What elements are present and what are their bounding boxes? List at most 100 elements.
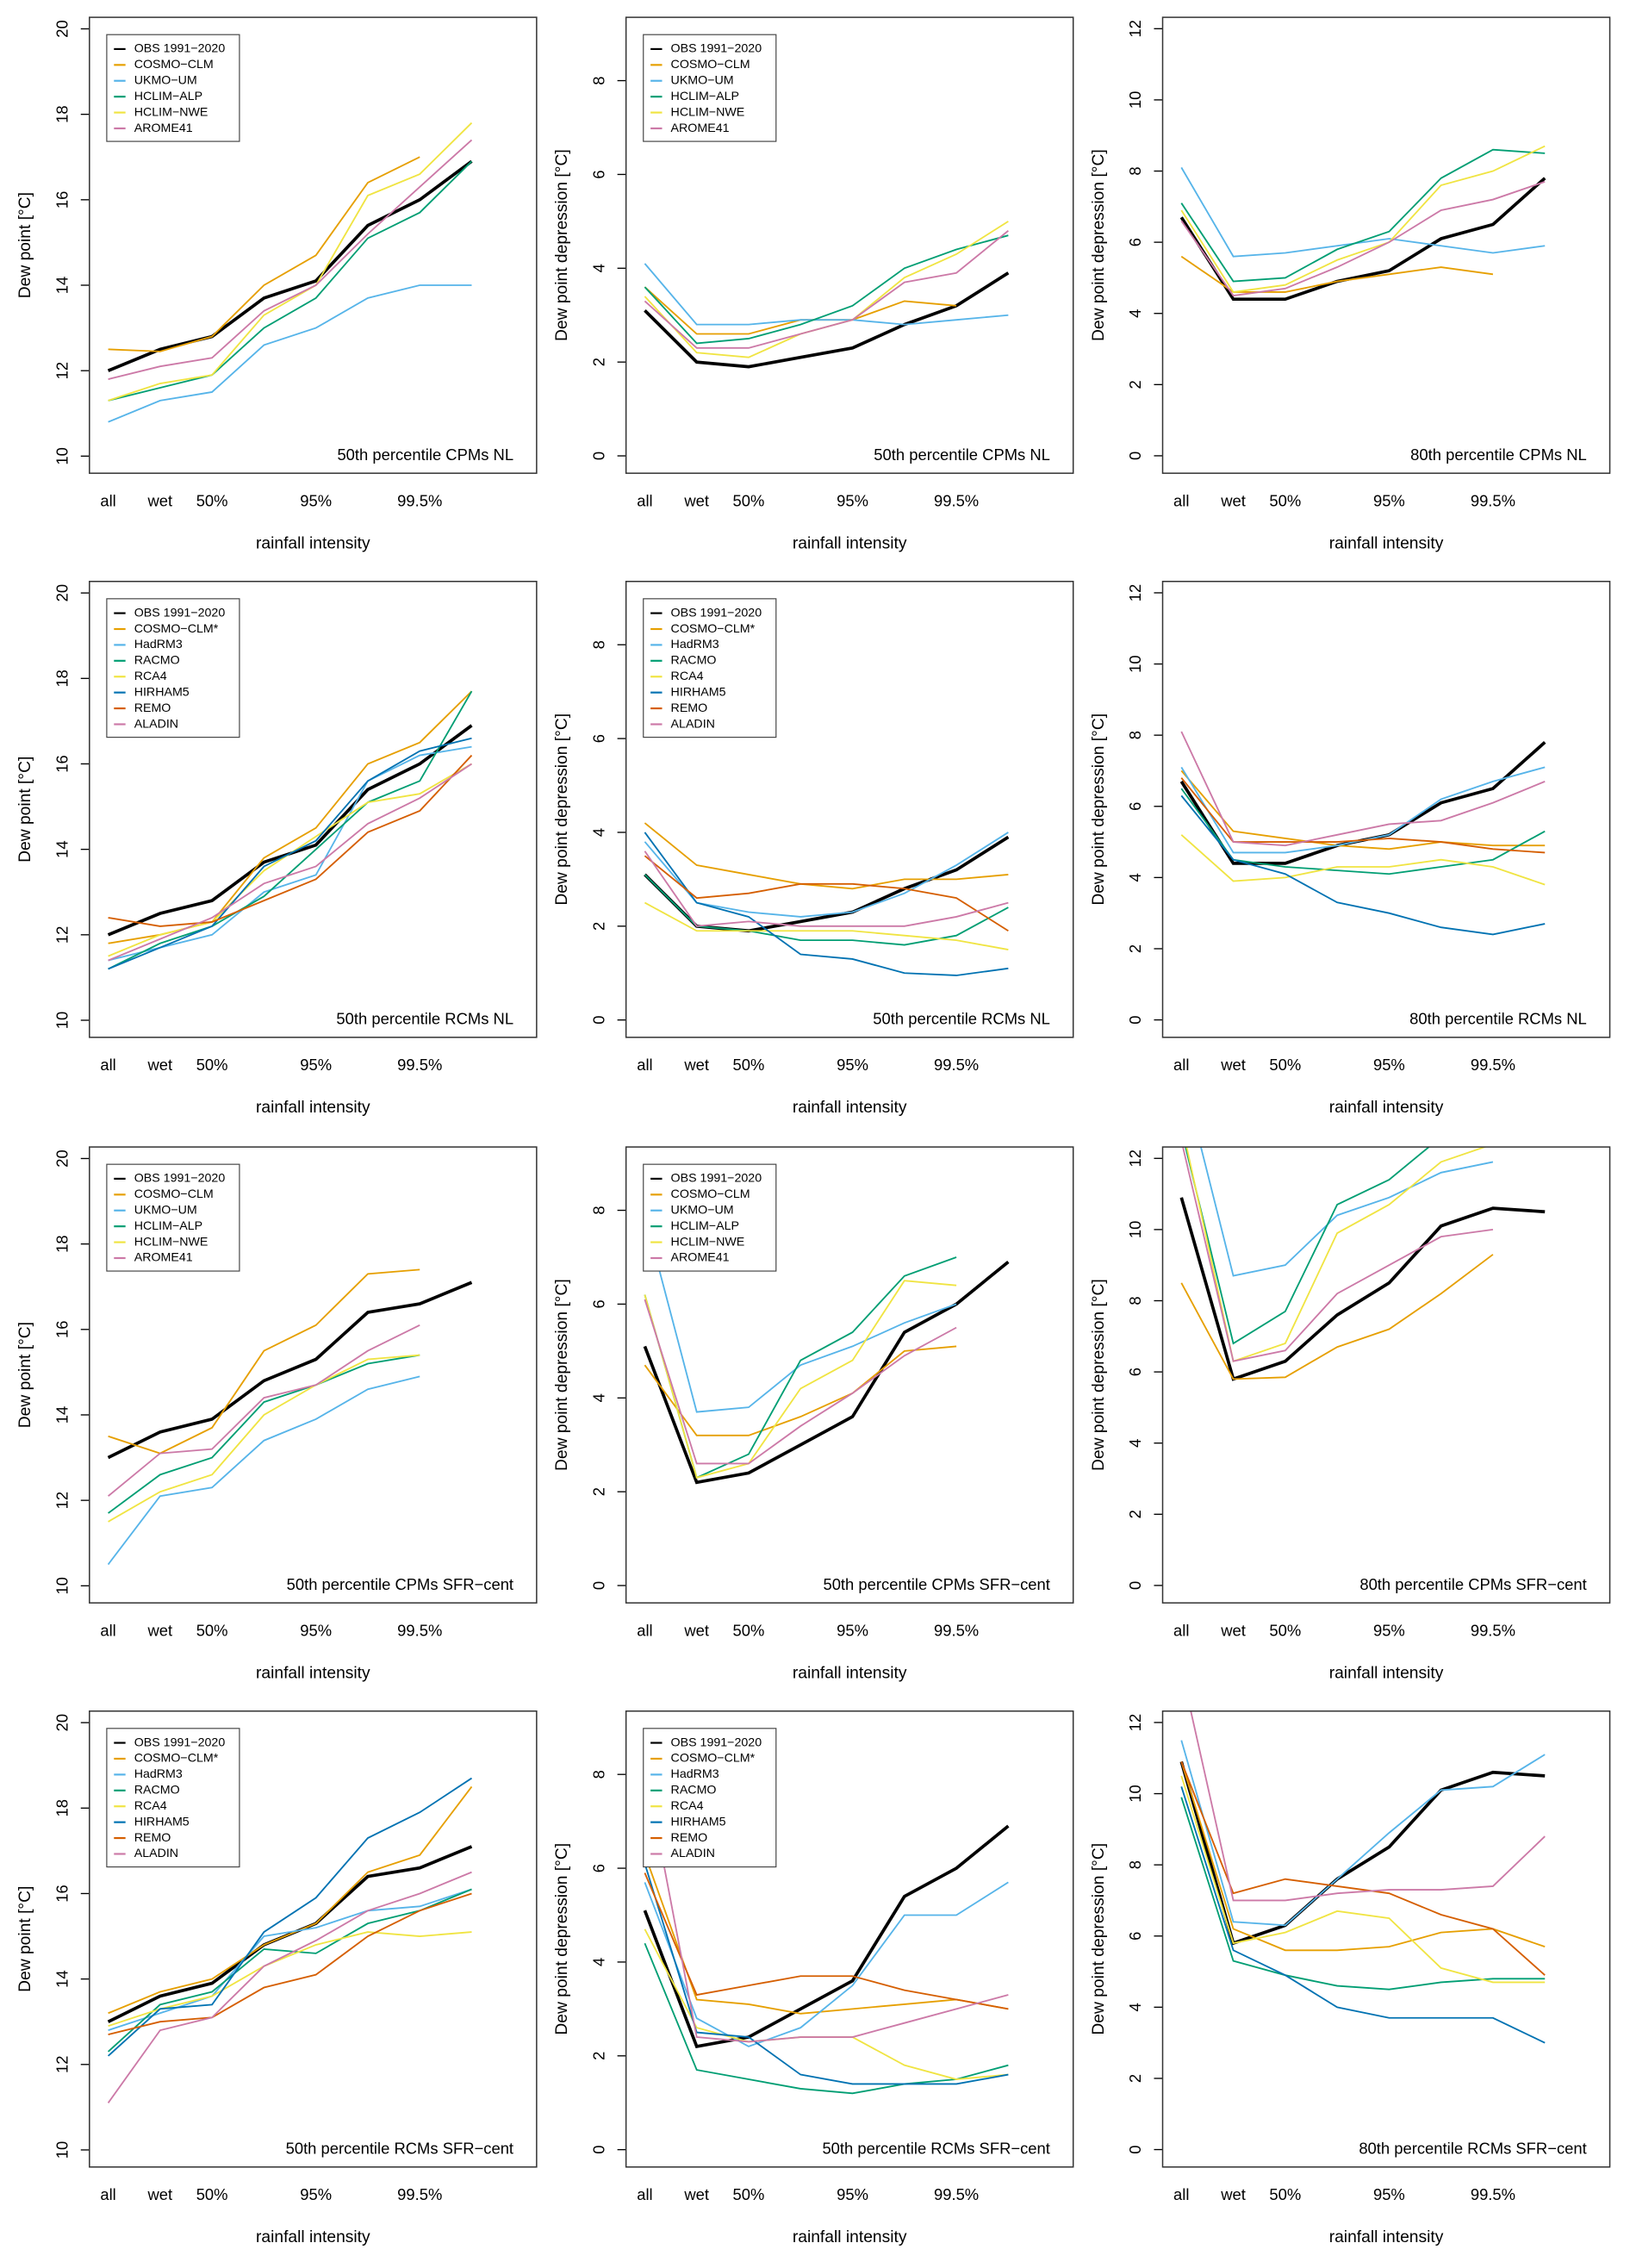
y-tick-label: 2 xyxy=(1126,380,1144,389)
series-line xyxy=(108,763,473,962)
y-tick-label: 0 xyxy=(589,1581,607,1590)
y-tick-label: 4 xyxy=(589,828,607,837)
y-tick-label: 18 xyxy=(53,670,72,687)
y-tick-label: 10 xyxy=(53,2141,72,2159)
legend-label: RCA4 xyxy=(134,1799,167,1813)
series-line xyxy=(1180,1740,1546,1927)
y-tick-label: 0 xyxy=(589,2146,607,2154)
legend-label: HIRHAM5 xyxy=(671,1815,726,1829)
x-tick-label: wet xyxy=(147,1056,173,1074)
y-axis-label: Dew point [°C] xyxy=(16,1886,34,1992)
x-tick-label: 50% xyxy=(196,492,228,510)
x-tick-label: 95% xyxy=(300,1621,332,1639)
plot-lines xyxy=(643,1214,1010,1485)
series-line xyxy=(1180,770,1546,850)
legend-label: HadRM3 xyxy=(671,638,719,651)
legend-label: COSMO−CLM xyxy=(671,1187,750,1201)
plot-frame xyxy=(89,580,538,1038)
panel: 0 2 4 6 8 10 12 all wet 50% 95% 99.5% rainfall inten… xyxy=(1090,16,1611,552)
panel: 0 2 4 6 8 10 12 all wet 50% 95% 99.5% rainfall inten… xyxy=(1090,1710,1611,2246)
legend-label: AROME41 xyxy=(671,122,730,135)
y-tick-label: 16 xyxy=(53,1321,72,1338)
annotation: 50th percentile CPMs SFR−cent xyxy=(823,1575,1049,1593)
series-line xyxy=(1185,1147,1431,1345)
x-axis-label: rainfall intensity xyxy=(256,534,370,552)
legend-label: ALADIN xyxy=(134,1847,178,1860)
y-tick-label: 12 xyxy=(53,2056,72,2073)
panel: 10 12 14 16 18 20 all wet 50% 95% 99.5% rainfall in… xyxy=(16,1710,538,2246)
legend-label: RCA4 xyxy=(134,670,167,683)
legend-label: OBS 1991−2020 xyxy=(671,42,762,56)
legend-label: HCLIM−ALP xyxy=(134,90,202,103)
series-line xyxy=(644,832,1009,976)
y-tick-label: 0 xyxy=(1126,452,1144,460)
plot-frame xyxy=(625,1146,1074,1604)
series-line xyxy=(644,874,1009,946)
annotation: 50th percentile RCMs NL xyxy=(336,1010,513,1028)
plot-frame xyxy=(1161,16,1611,474)
y-axis-label: Dew point depression [°C] xyxy=(1090,1843,1108,2035)
legend-label: ALADIN xyxy=(671,717,715,731)
series-line xyxy=(1180,166,1546,258)
plot-lines xyxy=(643,1765,1010,2095)
series-line xyxy=(644,221,1009,358)
x-tick-label: all xyxy=(637,1056,652,1074)
x-tick-label: all xyxy=(1173,492,1189,510)
panel: 10 12 14 16 18 20 all wet 50% 95% 99.5% rainfall in… xyxy=(16,580,538,1117)
legend-box xyxy=(106,1728,240,1868)
x-tick-label: 50% xyxy=(196,1056,228,1074)
x-tick-label: all xyxy=(1173,1621,1189,1639)
legend-label: HCLIM−ALP xyxy=(134,1219,202,1233)
x-tick-label: all xyxy=(100,1621,115,1639)
x-axis-label: rainfall intensity xyxy=(1329,1099,1444,1117)
series-line xyxy=(108,1268,420,1455)
y-axis-label: Dew point depression [°C] xyxy=(1090,149,1108,341)
series-line xyxy=(1180,788,1546,875)
legend-box xyxy=(643,34,777,142)
x-tick-label: 50% xyxy=(196,2185,228,2203)
y-tick-label: 18 xyxy=(53,1235,72,1252)
y-tick-label: 4 xyxy=(1126,873,1144,882)
legend-label: HCLIM−NWE xyxy=(671,105,745,119)
y-tick-label: 10 xyxy=(1126,91,1144,109)
x-axis-label: rainfall intensity xyxy=(793,2228,907,2246)
x-axis-label: rainfall intensity xyxy=(1329,1664,1444,1682)
legend-label: ALADIN xyxy=(671,1847,715,1860)
series-line xyxy=(1180,1254,1494,1380)
y-tick-label: 2 xyxy=(1126,2074,1144,2083)
x-tick-label: 50% xyxy=(1269,1056,1301,1074)
series-line xyxy=(108,1892,472,2035)
plot-frame xyxy=(1161,1710,1611,2168)
x-tick-label: 99.5% xyxy=(397,492,442,510)
x-axis-label: rainfall intensity xyxy=(256,2228,370,2246)
series-line xyxy=(644,1863,1009,2085)
legend-box xyxy=(106,34,240,142)
y-tick-label: 20 xyxy=(53,1714,72,1731)
x-tick-label: 95% xyxy=(837,1621,868,1639)
x-tick-label: wet xyxy=(1220,2185,1246,2203)
series-line xyxy=(644,234,1009,345)
x-tick-label: 95% xyxy=(1373,1056,1405,1074)
x-axis-label: rainfall intensity xyxy=(1329,534,1444,552)
legend-label: REMO xyxy=(134,1831,171,1845)
series-line xyxy=(1180,181,1546,297)
x-tick-label: 99.5% xyxy=(1471,1621,1515,1639)
legend-label: REMO xyxy=(671,701,708,715)
y-tick-label: 6 xyxy=(1126,238,1144,246)
y-tick-label: 14 xyxy=(53,1970,72,1987)
legend-label: HIRHAM5 xyxy=(134,1815,190,1829)
x-tick-label: wet xyxy=(683,2185,709,2203)
x-tick-label: 99.5% xyxy=(934,492,979,510)
y-tick-label: 20 xyxy=(53,1150,72,1167)
series-line xyxy=(1180,148,1546,283)
legend-label: UKMO−UM xyxy=(134,74,197,88)
x-tick-label: 95% xyxy=(300,2185,332,2203)
x-axis-label: rainfall intensity xyxy=(256,1664,370,1682)
x-tick-label: 99.5% xyxy=(934,1621,979,1639)
series-line xyxy=(1185,1147,1488,1362)
series-line xyxy=(107,1375,420,1566)
series-line xyxy=(1179,177,1546,302)
series-line xyxy=(1180,834,1546,886)
annotation: 50th percentile RCMs NL xyxy=(873,1010,1050,1028)
legend-label: OBS 1991−2020 xyxy=(134,42,226,56)
